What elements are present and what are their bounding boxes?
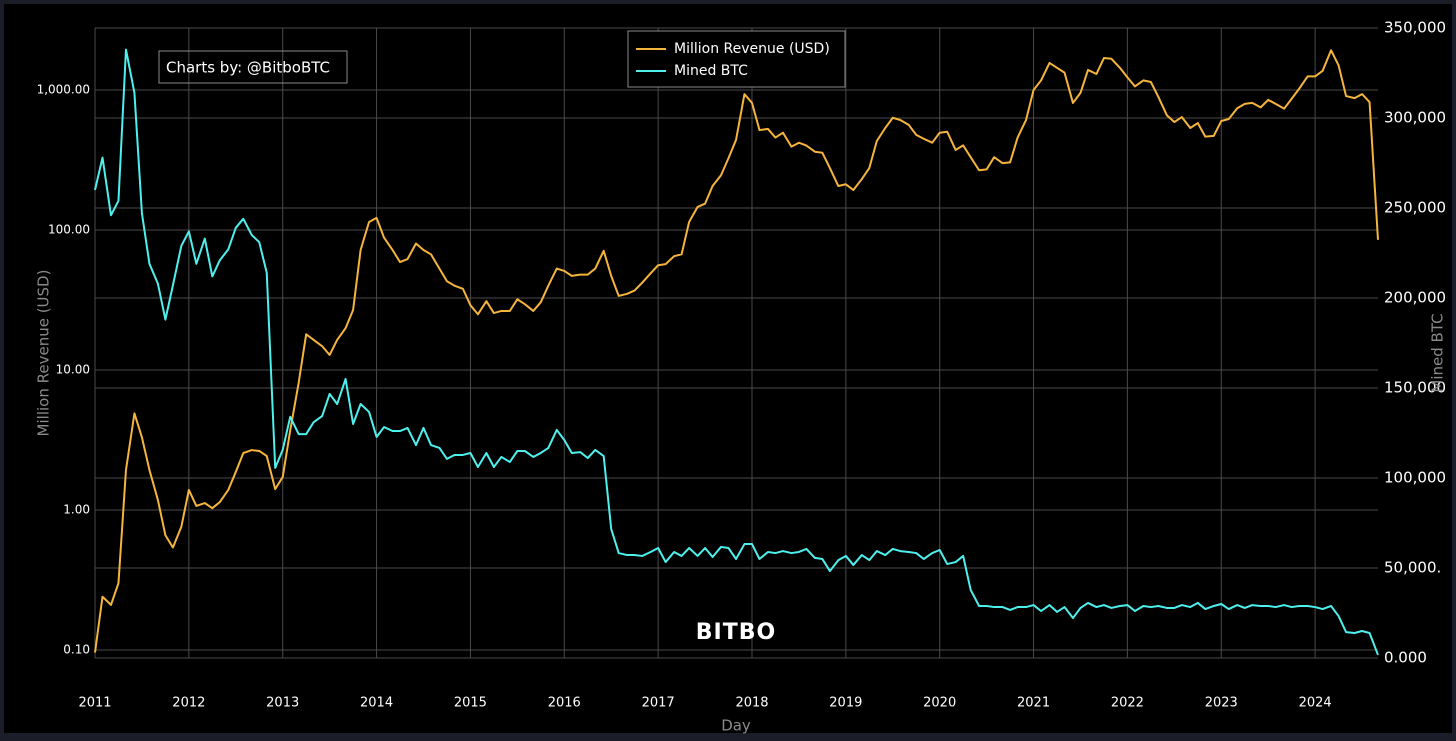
x-tick-label: 2016 <box>548 696 581 711</box>
y-tick-label: 10.00 <box>56 362 90 376</box>
y2-tick-label: 300,000 <box>1384 109 1446 127</box>
grid <box>94 27 1378 659</box>
y2-tick-label: 50,000. <box>1384 559 1441 577</box>
annotation-box <box>158 50 348 84</box>
x-tick-label: 2018 <box>735 696 768 711</box>
chart-background <box>4 4 1452 733</box>
legend-label: Mined BTC <box>674 63 748 79</box>
x-tick-label: 2017 <box>642 696 675 711</box>
legend-label: Million Revenue (USD) <box>674 41 830 57</box>
x-tick-label: 2015 <box>454 696 487 711</box>
y2-tick-label: 350,000 <box>1384 19 1446 37</box>
y2-tick-label: 250,000 <box>1384 199 1446 217</box>
x-tick-label: 2020 <box>923 696 956 711</box>
y-axis-title: Million Revenue (USD) <box>35 270 53 437</box>
x-tick-label: 2012 <box>172 696 205 711</box>
y-tick-label: 100.00 <box>48 222 90 236</box>
x-axis-title: Day <box>721 717 751 735</box>
lines <box>94 48 1379 656</box>
y2-axis-title: Mined BTC <box>1429 313 1447 392</box>
series-line <box>94 49 1379 653</box>
y2-tick-label: 200,000 <box>1384 289 1446 307</box>
x-tick-label: 2011 <box>78 696 111 711</box>
legend-box <box>627 30 846 88</box>
x-tick-label: 2023 <box>1205 696 1238 711</box>
x-tick-label: 2024 <box>1299 696 1332 711</box>
x-tick-label: 2013 <box>266 696 299 711</box>
y2-tick-label: 150,000 <box>1384 379 1446 397</box>
series-line <box>94 48 1379 656</box>
x-tick-label: 2021 <box>1017 696 1050 711</box>
x-tick-label: 2019 <box>829 696 862 711</box>
y2-tick-label: 100,000 <box>1384 469 1446 487</box>
labels: 2011 2012 2013 2014 2015 2016 2017 2018 2019 2020… <box>37 19 1446 711</box>
y-tick-label: 1,000.00 <box>37 82 90 96</box>
y-tick-label: 0.10 <box>63 643 90 657</box>
y2-tick-label: 0.000 <box>1384 649 1427 667</box>
x-tick-label: 2022 <box>1111 696 1144 711</box>
legend: Million Revenue (USD) Mined BTC <box>627 30 846 88</box>
watermark: BITBO <box>696 620 776 645</box>
y-tick-label: 1.00 <box>63 503 90 517</box>
x-tick-label: 2014 <box>360 696 393 711</box>
annotation: Charts by: @BitboBTC <box>166 59 330 77</box>
